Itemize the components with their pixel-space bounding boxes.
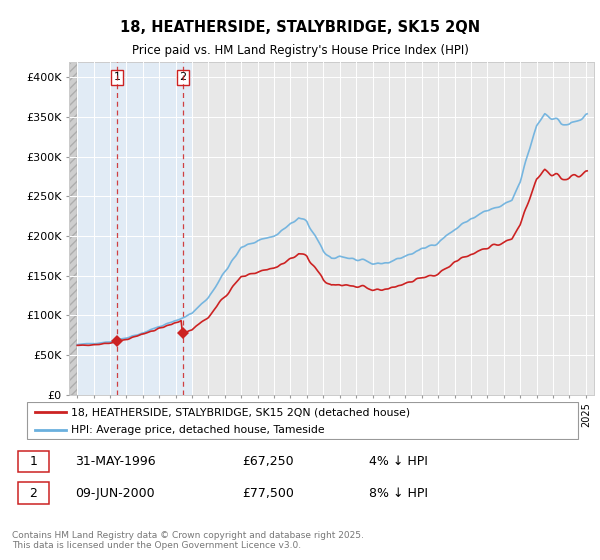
Bar xyxy=(77,62,192,395)
Text: 31-MAY-1996: 31-MAY-1996 xyxy=(76,455,156,468)
Text: 8% ↓ HPI: 8% ↓ HPI xyxy=(369,487,428,500)
Text: 2: 2 xyxy=(29,487,37,500)
Text: £67,250: £67,250 xyxy=(242,455,294,468)
Text: 18, HEATHERSIDE, STALYBRIDGE, SK15 2QN (detached house): 18, HEATHERSIDE, STALYBRIDGE, SK15 2QN (… xyxy=(71,407,410,417)
Text: £77,500: £77,500 xyxy=(242,487,294,500)
Text: 2: 2 xyxy=(179,72,187,82)
Text: Contains HM Land Registry data © Crown copyright and database right 2025.
This d: Contains HM Land Registry data © Crown c… xyxy=(12,531,364,550)
Text: HPI: Average price, detached house, Tameside: HPI: Average price, detached house, Tame… xyxy=(71,425,325,435)
FancyBboxPatch shape xyxy=(27,402,578,439)
Text: 1: 1 xyxy=(113,72,121,82)
FancyBboxPatch shape xyxy=(18,451,49,472)
Text: 4% ↓ HPI: 4% ↓ HPI xyxy=(369,455,428,468)
Text: 18, HEATHERSIDE, STALYBRIDGE, SK15 2QN: 18, HEATHERSIDE, STALYBRIDGE, SK15 2QN xyxy=(120,20,480,35)
Text: Price paid vs. HM Land Registry's House Price Index (HPI): Price paid vs. HM Land Registry's House … xyxy=(131,44,469,57)
Bar xyxy=(69,62,77,395)
FancyBboxPatch shape xyxy=(18,482,49,503)
Text: 1: 1 xyxy=(29,455,37,468)
Text: 09-JUN-2000: 09-JUN-2000 xyxy=(76,487,155,500)
